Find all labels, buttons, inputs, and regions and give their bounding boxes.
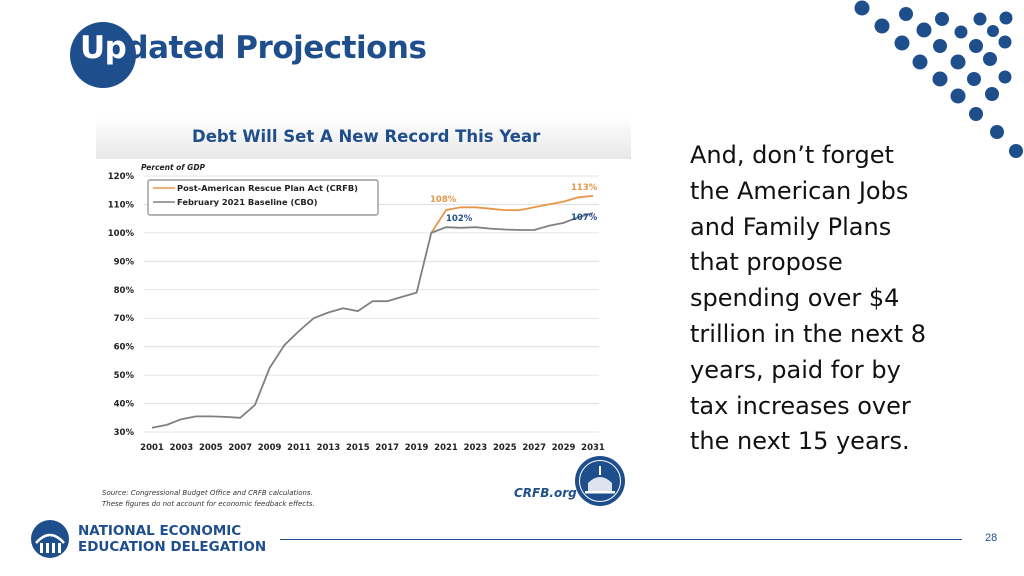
title-accent-circle [70,22,136,88]
x-tick-label: 2023 [464,443,488,453]
chart-legend: Post-American Rescue Plan Act (CRFB) Febr… [147,179,379,216]
y-tick-label: 100% [108,229,135,239]
annotation-label: 102% [446,214,473,224]
legend-label: Post-American Rescue Plan Act (CRFB) [177,183,358,193]
body-text: And, don’t forget the American Jobs and … [690,141,927,456]
debt-chart: Debt Will Set A New Record This Year Per… [96,117,631,508]
x-tick-label: 2009 [258,443,282,453]
chart-title: Debt Will Set A New Record This Year [192,127,541,146]
footer-divider [280,539,962,540]
page-number: 28 [985,532,998,544]
x-tick-label: 2031 [581,443,605,453]
annotation-label: 113% [571,183,598,193]
annotation-label: 107% [571,213,598,223]
chart-source-line-1: Source: Congressional Budget Office and … [102,489,313,497]
y-tick-label: 40% [114,400,135,410]
y-tick-label: 90% [114,257,135,267]
x-tick-label: 2007 [228,443,252,453]
title-highlight: Up [80,30,127,66]
title-text: Updated Projections [80,30,427,66]
series-line-2 [151,212,594,429]
x-tick-label: 2015 [346,443,370,453]
annotation-layer: 108% 102% 113% 107% [430,183,598,224]
chart-ylabel: Percent of GDP [141,163,206,172]
series-line-1 [430,195,594,234]
chart-header-band [96,117,631,159]
org-name-line-2: EDUCATION DELEGATION [78,539,267,555]
y-tick-label: 50% [114,371,135,381]
crfb-brand: CRFB.org [514,486,577,500]
x-tick-label: 2013 [317,443,341,453]
y-tick-label: 30% [114,428,135,438]
org-logo: NATIONAL ECONOMIC EDUCATION DELEGATION [30,518,270,560]
y-tick-label: 80% [114,286,135,296]
x-tick-label: 2027 [522,443,546,453]
y-tick-label: 110% [108,200,135,210]
org-name: NATIONAL ECONOMIC EDUCATION DELEGATION [78,523,266,555]
org-name-line-1: NATIONAL ECONOMIC [78,523,242,539]
x-tick-label: 2001 [140,443,164,453]
legend-box [147,179,379,216]
title-rest: dated Projections [126,30,427,66]
chart-source-line-2: These figures do not account for economi… [102,500,315,508]
x-tick-label: 2019 [405,443,429,453]
x-tick-label: 2017 [375,443,399,453]
crfb-seal-icon [575,456,625,506]
y-tick-label: 120% [108,172,135,182]
legend-label: February 2021 Baseline (CBO) [177,197,318,207]
x-tick-label: 2011 [287,443,311,453]
x-tick-label: 2005 [199,443,223,453]
annotation-label: 108% [430,195,457,205]
x-tick-label: 2029 [552,443,576,453]
x-tick-label: 2025 [493,443,517,453]
tick-layer: 30% 40% 50% 60% 70% 80% 90% 100% 110% 120% 2001 200… [108,172,605,453]
x-tick-label: 2021 [434,443,458,453]
y-tick-label: 70% [114,314,135,324]
y-tick-label: 60% [114,343,135,353]
x-tick-label: 2003 [170,443,194,453]
need-logo-icon [31,520,69,558]
series-layer [151,195,594,429]
